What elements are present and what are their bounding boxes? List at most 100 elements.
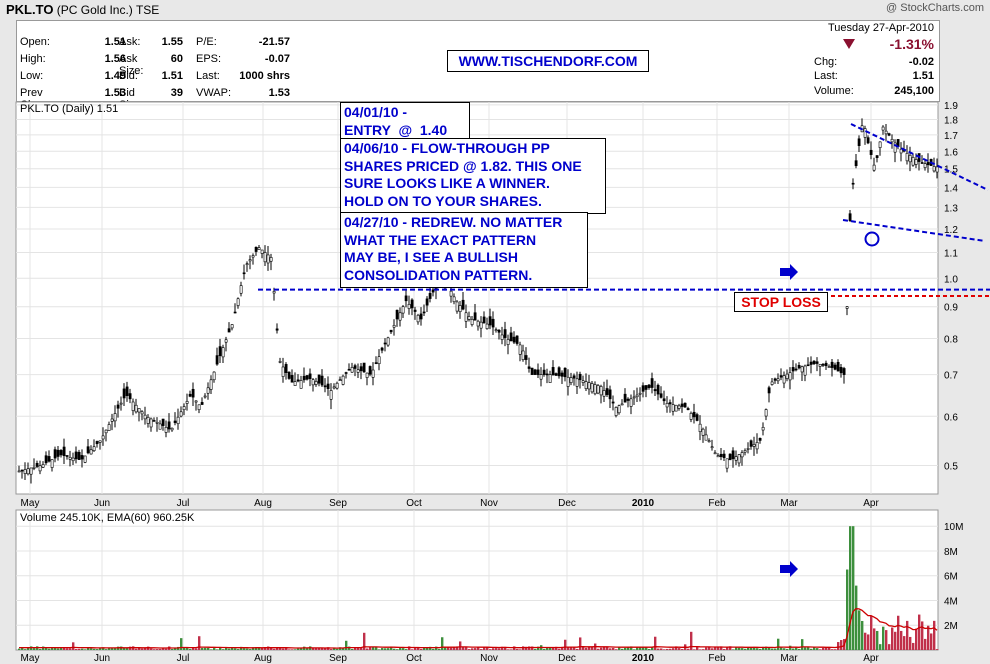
volume-bar: [780, 647, 783, 650]
candle-body: [86, 446, 90, 454]
price-x-tick: Apr: [863, 498, 879, 509]
candle-body: [380, 347, 384, 351]
candle-body: [677, 405, 681, 409]
candle-body: [602, 390, 606, 397]
candle-body: [719, 453, 723, 457]
volume-bar: [189, 648, 192, 650]
volume-bar: [660, 648, 663, 650]
volume-bar: [207, 647, 210, 650]
candle-body: [935, 166, 939, 173]
candle-body: [515, 335, 519, 344]
volume-bar: [687, 648, 690, 650]
candle-body: [194, 400, 198, 403]
volume-bar: [222, 649, 225, 650]
candle-body: [314, 381, 318, 385]
candle-body: [467, 316, 471, 320]
volume-bar: [723, 649, 726, 650]
arrow-price-icon: [780, 264, 798, 280]
volume-bar: [735, 646, 738, 650]
candle-body: [803, 365, 807, 376]
chg-value: -0.02: [908, 56, 934, 68]
candle-body: [635, 394, 639, 398]
candle-body: [131, 401, 135, 411]
price-y-tick: 0.6: [944, 412, 958, 423]
ask-label: Ask:: [119, 36, 141, 48]
candle-body: [473, 312, 477, 321]
volume-bar: [621, 648, 624, 650]
volume-bar: [321, 648, 324, 650]
volume-bar: [39, 648, 42, 650]
volume-bar: [672, 648, 675, 650]
volume-bar: [783, 648, 786, 650]
volume-bar: [420, 648, 423, 650]
candle-body: [800, 366, 804, 373]
volume-bar: [123, 648, 126, 650]
candle-body: [425, 298, 429, 306]
price-y-tick: 1.3: [944, 203, 958, 214]
volume-bar: [528, 646, 531, 650]
volume-bar: [273, 648, 276, 650]
candle-body: [686, 408, 690, 411]
candle-body: [338, 379, 342, 381]
candle-body: [356, 369, 360, 373]
candle-body: [752, 444, 756, 447]
candle-body: [344, 372, 348, 374]
candle-body: [551, 367, 555, 376]
volume-bar: [498, 648, 501, 650]
candle-body: [188, 393, 192, 397]
volume-bar: [393, 648, 396, 650]
volume-bar: [384, 648, 387, 650]
candle-body: [788, 372, 792, 381]
chart-title: PKL.TO (PC Gold Inc.) TSE: [6, 2, 159, 17]
volume-x-tick: 2010: [632, 653, 655, 664]
candle-body: [77, 451, 81, 460]
quote-date: Tuesday 27-Apr-2010: [828, 22, 934, 34]
candle-body: [401, 306, 405, 314]
volume-bar: [546, 647, 549, 650]
volume-bar: [375, 647, 378, 650]
candle-body: [791, 367, 795, 372]
volume-y-tick: 6M: [944, 572, 958, 583]
candle-body: [812, 360, 816, 365]
candle-body: [926, 162, 930, 166]
candle-body: [167, 421, 171, 430]
volume-bar: [72, 642, 75, 650]
candle-body: [854, 160, 858, 167]
candle-body: [350, 367, 354, 373]
volume-bar: [591, 646, 594, 650]
volume-bar: [480, 649, 483, 650]
candle-body: [92, 446, 96, 451]
candle-body: [368, 366, 372, 375]
candle-body: [20, 469, 24, 472]
volume-bar: [111, 647, 114, 650]
volume-bar: [543, 648, 546, 650]
candle-body: [626, 398, 630, 401]
candle-body: [200, 402, 204, 405]
price-y-axis: 0.5 0.6 0.7 0.8 0.9 1.0 1.1 1.2 1.3 1.4 1.5 1.6 1.7 1…: [944, 101, 958, 473]
volume-bar: [699, 649, 702, 650]
volume-bar: [21, 647, 24, 650]
candle-body: [650, 378, 654, 388]
price-y-tick: 1.9: [944, 101, 958, 112]
candle-body: [797, 364, 801, 369]
volume-bar: [636, 646, 639, 650]
price-candles: [17, 118, 939, 484]
volume-bar: [534, 648, 537, 650]
volume-bar: [201, 647, 204, 650]
candle-body: [593, 384, 597, 395]
volume-bar: [261, 648, 264, 650]
candle-body: [707, 440, 711, 443]
candle-body: [383, 342, 387, 345]
candle-body: [608, 389, 612, 400]
low-label: Low:: [20, 70, 44, 82]
candle-body: [458, 305, 462, 313]
price-y-tick: 0.5: [944, 462, 958, 473]
volume-bar: [933, 620, 936, 650]
volume-bar: [855, 585, 858, 650]
volume-grid: [16, 510, 938, 650]
volume-bar: [681, 649, 684, 650]
volume-bar: [336, 648, 339, 650]
candle-body: [785, 373, 789, 379]
volume-x-tick: Nov: [480, 653, 498, 664]
candle-body: [332, 386, 336, 389]
